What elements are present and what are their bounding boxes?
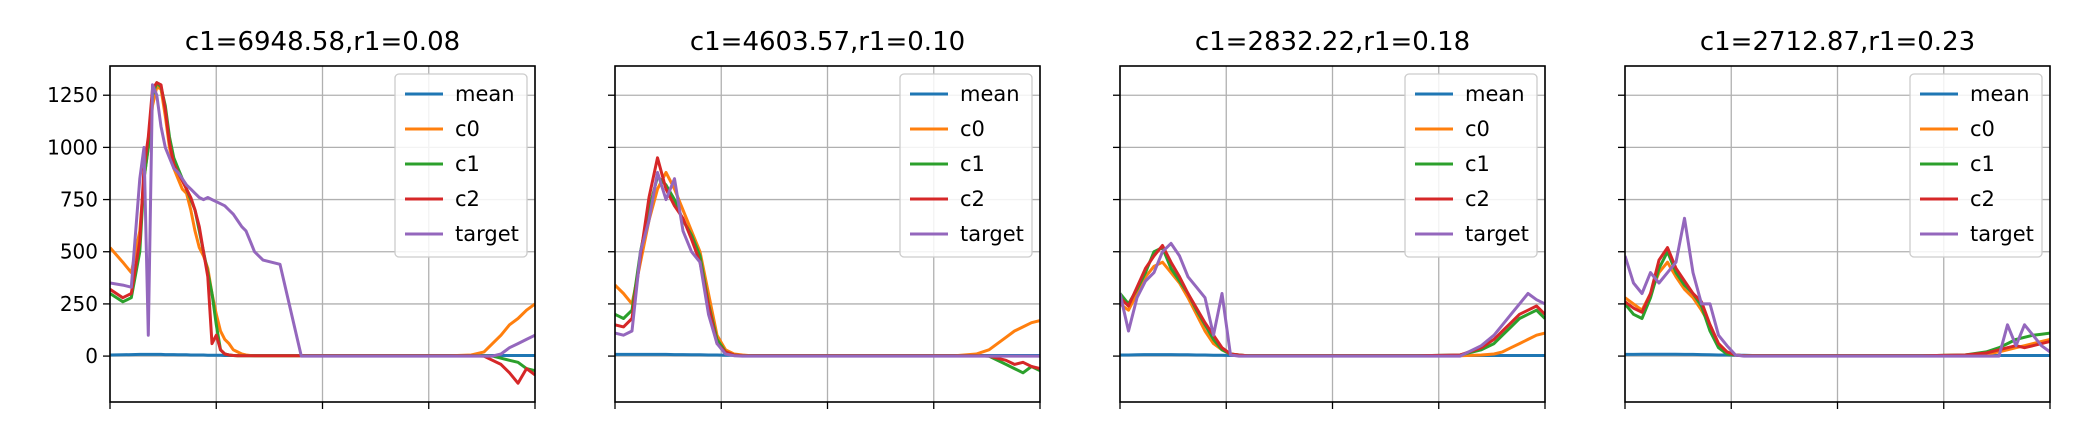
chart-title: c1=2832.22,r1=0.18 xyxy=(1195,27,1470,57)
chart-panel-1: 0 250 500 750 1000 1250 c1=6948.58,r1=0.08 mean… xyxy=(47,27,536,409)
y-tick-label: 750 xyxy=(60,188,98,212)
y-tick-label: 500 xyxy=(60,240,98,264)
legend-label-c2: c2 xyxy=(455,187,480,211)
legend-label-mean: mean xyxy=(960,82,1020,106)
legend: mean c0 c1 c2 target xyxy=(1404,73,1538,258)
legend: mean c0 c1 c2 target xyxy=(899,73,1033,258)
legend-label-target: target xyxy=(1465,222,1529,246)
legend-label-c1: c1 xyxy=(1465,152,1490,176)
series-group xyxy=(1120,241,1545,358)
legend-label-c1: c1 xyxy=(960,152,985,176)
series-line-target xyxy=(1625,216,2050,358)
series-line-target xyxy=(615,170,1040,358)
series-line-target xyxy=(1120,241,1545,358)
legend: mean c0 c1 c2 target xyxy=(1909,73,2043,258)
legend-label-mean: mean xyxy=(455,82,515,106)
legend-box xyxy=(394,73,528,258)
chart-title: c1=6948.58,r1=0.08 xyxy=(185,27,460,57)
legend-label-target: target xyxy=(1970,222,2034,246)
legend-label-c0: c0 xyxy=(455,117,480,141)
legend-box xyxy=(899,73,1033,258)
legend-label-c2: c2 xyxy=(960,187,985,211)
chart-title: c1=4603.57,r1=0.10 xyxy=(690,27,965,57)
legend-label-c0: c0 xyxy=(960,117,985,141)
y-tick-label: 0 xyxy=(85,344,98,368)
legend-label-c1: c1 xyxy=(455,152,480,176)
legend-label-mean: mean xyxy=(1970,82,2030,106)
legend-label-c0: c0 xyxy=(1970,117,1995,141)
y-tick-label: 1000 xyxy=(47,135,98,159)
chart-title: c1=2712.87,r1=0.23 xyxy=(1700,27,1975,57)
legend-label-c2: c2 xyxy=(1970,187,1995,211)
legend-label-c2: c2 xyxy=(1465,187,1490,211)
legend-label-target: target xyxy=(960,222,1024,246)
chart-panel-3: c1=2832.22,r1=0.18 mean c0 c1 c2 target xyxy=(1113,27,1546,409)
legend-label-c0: c0 xyxy=(1465,117,1490,141)
legend-box xyxy=(1909,73,2043,258)
series-group xyxy=(615,156,1040,375)
series-group xyxy=(1625,216,2050,358)
y-tick-label: 250 xyxy=(60,292,98,316)
y-tick-label: 1250 xyxy=(47,83,98,107)
series-line-target xyxy=(110,83,535,358)
legend-label-c1: c1 xyxy=(1970,152,1995,176)
legend-box xyxy=(1404,73,1538,258)
series-group xyxy=(110,81,535,385)
chart-panel-4: c1=2712.87,r1=0.23 mean c0 c1 c2 target xyxy=(1618,27,2051,409)
legend: mean c0 c1 c2 target xyxy=(394,73,528,258)
legend-label-mean: mean xyxy=(1465,82,1525,106)
chart-panel-2: c1=4603.57,r1=0.10 mean c0 c1 c2 target xyxy=(608,27,1041,409)
legend-label-target: target xyxy=(455,222,519,246)
